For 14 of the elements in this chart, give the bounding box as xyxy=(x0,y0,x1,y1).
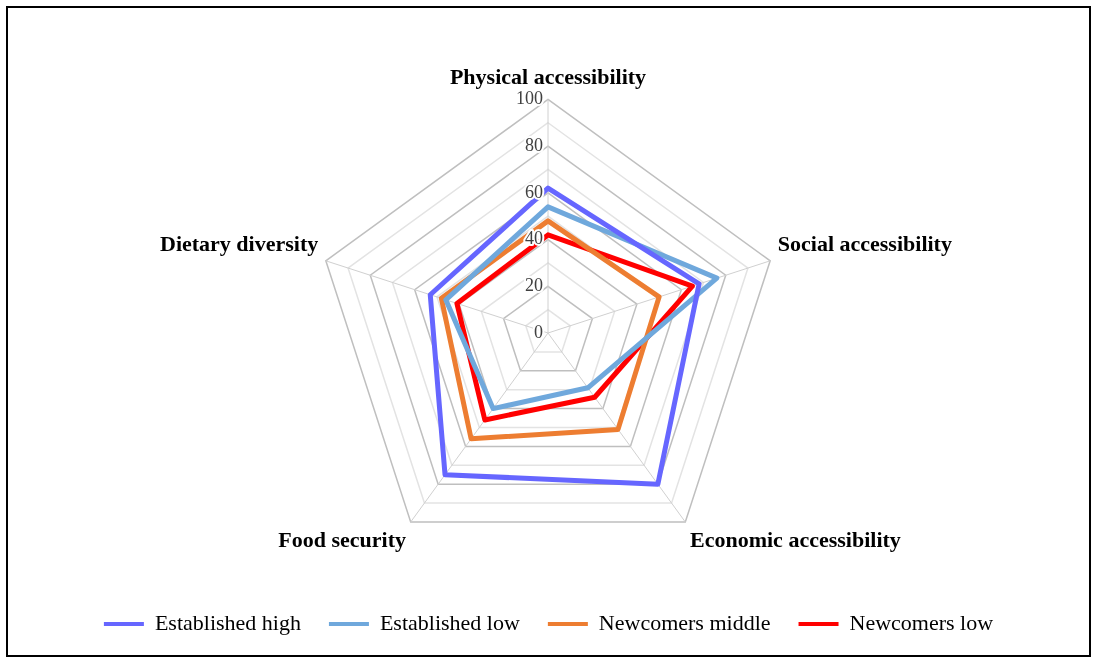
y-tick-label: 0 xyxy=(534,321,543,342)
spoke-label: Social accessibility xyxy=(777,230,952,256)
spoke-label: Food security xyxy=(278,527,406,553)
spoke-label: Economic accessibility xyxy=(690,527,901,553)
legend-label: Established low xyxy=(379,609,520,635)
y-tick-label: 80 xyxy=(525,134,543,155)
legend-label: Newcomers middle xyxy=(598,609,771,635)
y-tick-label: 100 xyxy=(516,88,543,109)
legend-label: Newcomers low xyxy=(849,609,994,635)
y-tick-label: 20 xyxy=(525,275,543,296)
spoke-label: Physical accessibility xyxy=(449,63,647,89)
legend-label: Established high xyxy=(154,609,301,635)
spoke-label: Dietary diversity xyxy=(159,230,319,256)
y-tick-label: 60 xyxy=(525,181,543,202)
